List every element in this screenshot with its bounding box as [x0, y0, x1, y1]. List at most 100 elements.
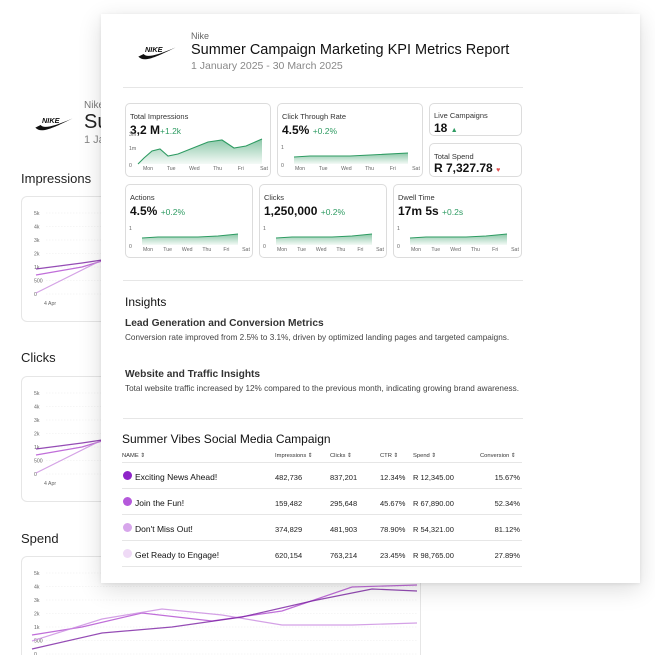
column-header-name[interactable]: NAME ⇕ [122, 453, 146, 459]
background-y-tick: 3k [34, 238, 40, 244]
sparkline-line [409, 233, 508, 239]
kpi-label: Live Campaigns [434, 111, 488, 120]
x-tick-label: Wed [189, 166, 200, 172]
x-tick-label: Sat [511, 247, 519, 253]
column-header-ctr[interactable]: CTR ⇕ [380, 453, 399, 459]
x-tick-label: Mon [143, 166, 153, 172]
y-tick-label: 3m [129, 132, 136, 138]
x-tick-label: Mon [295, 166, 305, 172]
x-tick-label: Tue [431, 247, 440, 253]
insights-title: Insights [125, 295, 167, 309]
kpi-delta: +1.2k [160, 126, 182, 136]
ctr-sparkline: 1 0 Mon Tue Wed Thu Fri Sat [281, 145, 420, 172]
sparkline-line [137, 138, 263, 165]
background-y-tick: 2k [34, 612, 40, 618]
y-tick-label: 1 [397, 226, 400, 232]
background-section-spend: Spend [21, 531, 59, 546]
cell-spend: R 12,345.00 [413, 472, 454, 482]
report-header: NIKE Nike Summer Campaign Marketing KPI … [137, 31, 509, 72]
dwell-time-sparkline: 1 0 Mon Tue Wed Thu Fri Sat [397, 226, 519, 253]
sparkline-area [410, 234, 507, 245]
report-date-range: 1 January 2025 - 30 March 2025 [191, 60, 343, 72]
x-tick-label: Wed [316, 247, 327, 253]
x-tick-label: Fri [357, 247, 363, 253]
background-y-tick: 2k [34, 432, 40, 438]
kpi-label: Total Impressions [130, 112, 189, 121]
background-series-line [31, 584, 418, 636]
y-tick-label: 0 [263, 244, 266, 250]
cell-clicks: 837,201 [330, 472, 358, 482]
background-y-tick: 4k [34, 585, 40, 591]
x-tick-label: Thu [213, 166, 222, 172]
kpi-card-dwell-time: Dwell Time 17m 5s +0.2s 1 0 Mon Tue Wed Thu Fr… [393, 184, 522, 258]
y-tick-label: 1 [263, 226, 266, 232]
cell-spend: R 54,321.00 [413, 524, 454, 534]
sparkline-line [293, 152, 409, 158]
cell-impressions: 159,482 [275, 498, 303, 508]
x-tick-label: Mon [143, 247, 153, 253]
table-row[interactable]: Join the Fun! 159,482 295,648 45.67% R 67,89… [122, 489, 522, 515]
x-tick-label: Fri [223, 247, 229, 253]
background-brand: Nike [84, 100, 105, 111]
sparkline-line [141, 233, 239, 239]
nike-swoosh-logo: NIKE [138, 45, 176, 59]
background-section-impressions: Impressions [21, 171, 92, 186]
x-tick-label: Mon [411, 247, 421, 253]
column-header-impressions[interactable]: Impressions ⇕ [275, 453, 313, 459]
background-y-tick: 500 [34, 279, 43, 285]
campaign-name: Don't Miss Out! [135, 523, 193, 534]
kpi-card-total-spend: Total Spend R 7,327.78 ♥ [429, 143, 522, 177]
x-tick-label: Thu [336, 247, 345, 253]
campaign-color-dot [123, 549, 132, 558]
x-tick-label: Sat [260, 166, 268, 172]
sort-icon: ⇕ [347, 453, 352, 459]
svg-text:NIKE: NIKE [42, 116, 61, 125]
kpi-delta: +0.2% [312, 126, 338, 136]
table-row[interactable]: Don't Miss Out! 374,829 481,903 78.90% R 54,… [122, 515, 522, 541]
table-row[interactable]: Get Ready to Engage! 620,154 763,214 23.45%… [122, 541, 522, 567]
table-row[interactable]: Exciting News Ahead! 482,736 837,201 12.34%… [122, 463, 522, 489]
up-arrow-icon: ▲ [450, 127, 458, 134]
background-y-tick: 5k [34, 571, 40, 577]
background-y-tick: 4k [34, 225, 40, 231]
x-tick-label: Sat [376, 247, 384, 253]
nike-swoosh-logo: NIKE [35, 116, 73, 131]
report-sheet: NIKE Nike Summer Campaign Marketing KPI … [101, 14, 640, 583]
column-header-spend[interactable]: Spend ⇕ [413, 453, 437, 459]
svg-text:NIKE: NIKE [145, 45, 164, 54]
sort-icon: ⇕ [431, 453, 437, 459]
column-header-conversion[interactable]: Conversion ⇕ [480, 453, 516, 459]
campaign-name: Get Ready to Engage! [135, 549, 220, 560]
background-report-header: NIKE Nike Su 1 Ja [34, 100, 108, 146]
campaign-color-dot [123, 471, 132, 480]
y-tick-label: 0 [129, 244, 132, 250]
x-tick-label: Mon [277, 247, 287, 253]
cell-ctr: 45.67% [380, 498, 406, 508]
table-header-row: NAME ⇕ Impressions ⇕ Clicks ⇕ CTR ⇕ Spen… [122, 448, 522, 463]
kpi-value: 18 ▲ [434, 121, 458, 135]
y-tick-label: 1 [281, 145, 284, 151]
background-y-tick: 1k [34, 625, 40, 631]
sparkline-area [294, 153, 408, 164]
campaign-name: Join the Fun! [135, 497, 185, 508]
column-header-clicks[interactable]: Clicks ⇕ [330, 453, 352, 459]
background-x-tick: 4 Apr [44, 481, 56, 487]
cell-conversion: 52.34% [494, 498, 520, 508]
background-series-line [31, 608, 418, 642]
x-tick-label: Fri [390, 166, 396, 172]
x-tick-label: Tue [163, 247, 172, 253]
x-tick-label: Wed [341, 166, 352, 172]
kpi-value: 4.5% +0.2% [130, 204, 186, 218]
x-tick-label: Sat [242, 247, 250, 253]
impressions-sparkline: 3m 1m 0 Mon Tue Wed Thu Fri Sat [129, 132, 268, 172]
x-tick-label: Sat [412, 166, 420, 172]
sort-icon: ⇕ [393, 453, 399, 459]
kpi-delta: +0.2s [442, 207, 464, 217]
background-y-tick: 500 [34, 639, 43, 645]
background-y-tick: 0 [34, 292, 37, 298]
kpi-card-ctr: Click Through Rate 4.5% +0.2% 1 0 Mon Tue We… [277, 103, 423, 177]
kpi-value: R 7,327.78 ♥ [434, 161, 501, 175]
cell-clicks: 295,648 [330, 498, 358, 508]
kpi-value: 1,250,000 +0.2% [264, 204, 346, 218]
kpi-value: 4.5% +0.2% [282, 123, 338, 137]
